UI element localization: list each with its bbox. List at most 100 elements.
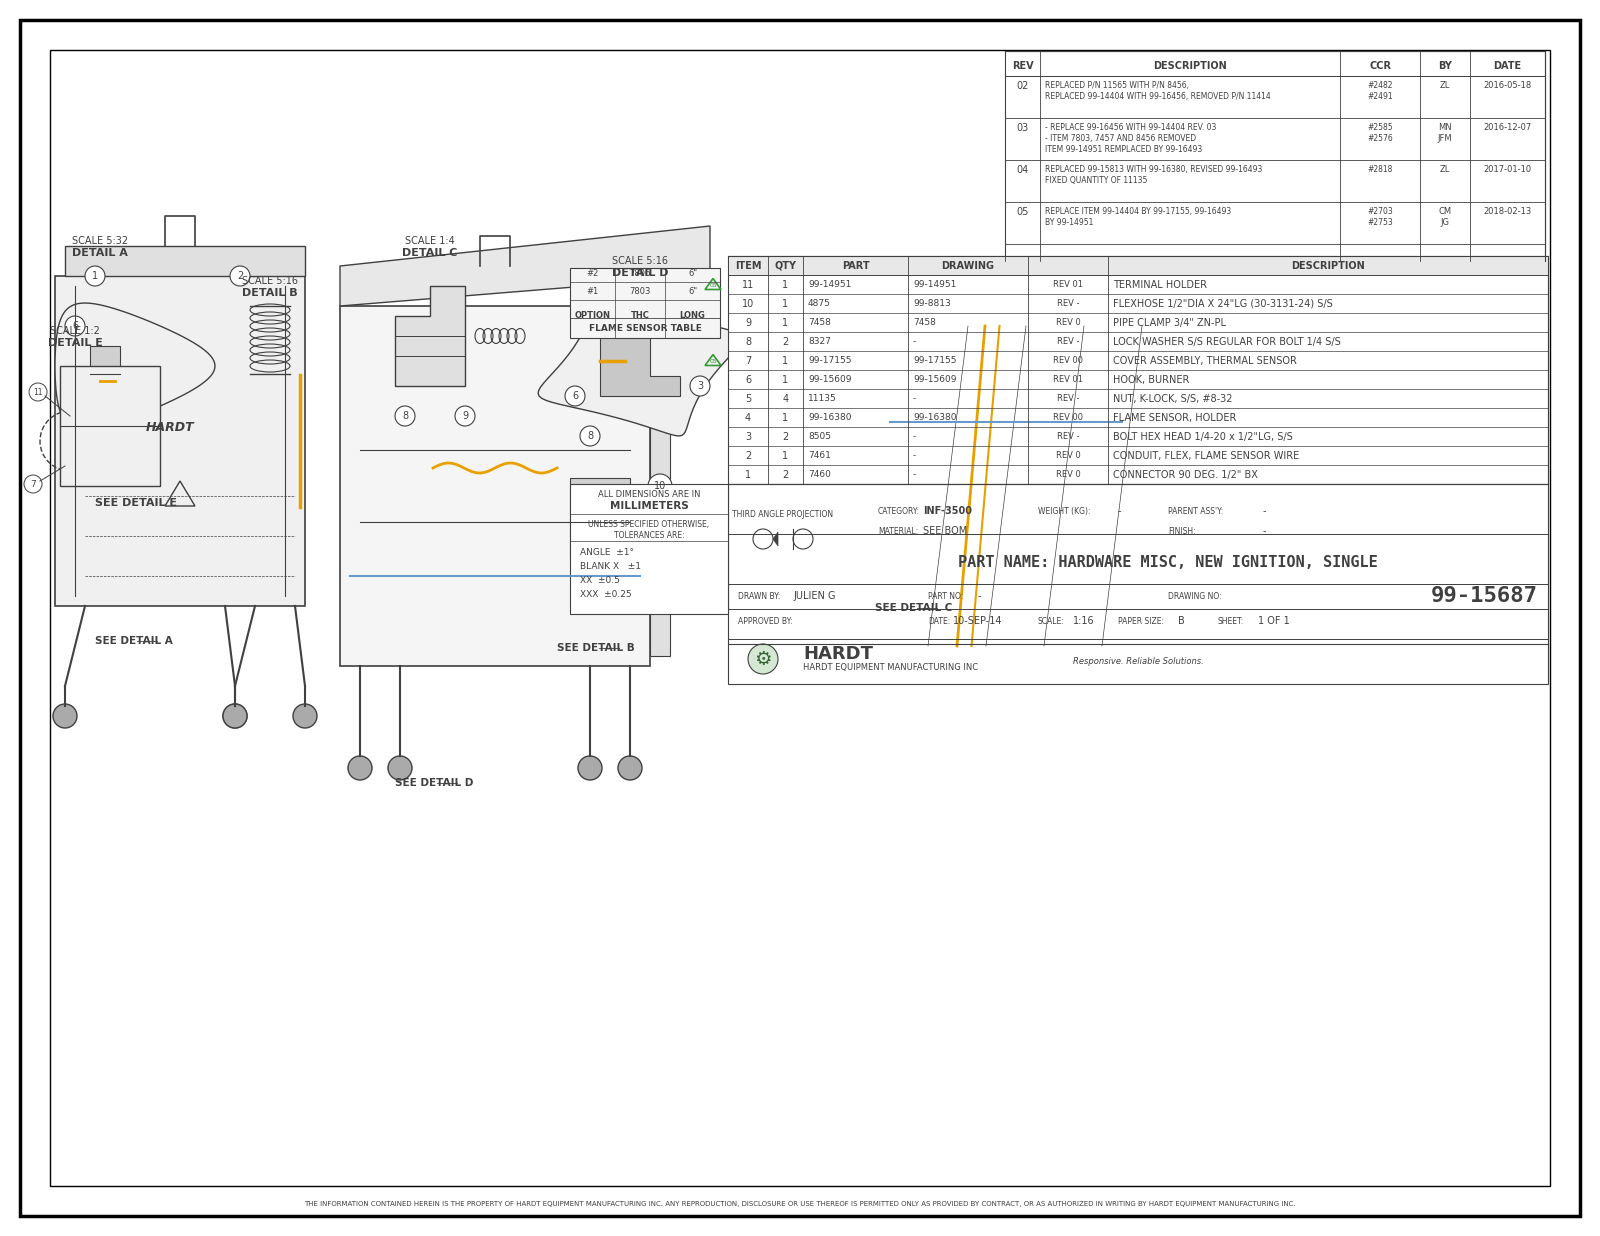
- Circle shape: [454, 405, 475, 426]
- Bar: [61, 366, 160, 486]
- Text: 7803: 7803: [629, 287, 651, 295]
- Text: 1: 1: [782, 375, 789, 384]
- Text: 05: 05: [1016, 208, 1029, 218]
- Text: LOCK WASHER S/S REGULAR FOR BOLT 1/4 S/S: LOCK WASHER S/S REGULAR FOR BOLT 1/4 S/S: [1114, 336, 1341, 346]
- Text: REV -: REV -: [1056, 299, 1080, 308]
- Text: 2018-02-13: 2018-02-13: [1483, 208, 1531, 216]
- Text: 7461: 7461: [808, 451, 830, 460]
- Text: PART NAME: HARDWARE MISC, NEW IGNITION, SINGLE: PART NAME: HARDWARE MISC, NEW IGNITION, …: [958, 555, 1378, 570]
- Text: #2818: #2818: [1368, 166, 1392, 174]
- Polygon shape: [850, 646, 1160, 671]
- Text: DETAIL A: DETAIL A: [72, 248, 128, 258]
- Text: CCR: CCR: [1370, 61, 1390, 70]
- Text: ITEM 99-14951 REMPLACED BY 99-16493: ITEM 99-14951 REMPLACED BY 99-16493: [1045, 145, 1202, 154]
- Text: SHEET:: SHEET:: [1218, 617, 1245, 625]
- Text: 99-14951: 99-14951: [914, 281, 957, 289]
- Text: BOLT HEX HEAD 1/4-20 x 1/2"LG, S/S: BOLT HEX HEAD 1/4-20 x 1/2"LG, S/S: [1114, 431, 1293, 441]
- Text: SEE DETAIL E: SEE DETAIL E: [94, 498, 178, 508]
- Text: 7458: 7458: [914, 318, 936, 328]
- Polygon shape: [538, 297, 742, 436]
- Text: 11: 11: [742, 279, 754, 289]
- Text: 6: 6: [746, 375, 750, 384]
- Text: -: -: [978, 591, 981, 601]
- Text: 99-16380: 99-16380: [914, 413, 957, 421]
- Text: 4: 4: [746, 413, 750, 423]
- Bar: [650, 316, 670, 656]
- Text: 99-15609: 99-15609: [808, 375, 851, 384]
- Text: FIXED QUANTITY OF 11135: FIXED QUANTITY OF 11135: [1045, 177, 1147, 185]
- Text: REPLACED 99-15813 WITH 99-16380, REVISED 99-16493: REPLACED 99-15813 WITH 99-16380, REVISED…: [1045, 166, 1262, 174]
- Text: 99-16380: 99-16380: [808, 413, 851, 421]
- Circle shape: [222, 705, 246, 728]
- Text: 2: 2: [237, 271, 243, 281]
- Text: 2: 2: [782, 431, 789, 441]
- Text: REV 0: REV 0: [1056, 451, 1080, 460]
- Text: 7: 7: [30, 480, 35, 488]
- Text: MILLIMETERS: MILLIMETERS: [610, 501, 688, 510]
- Text: 2016-05-18: 2016-05-18: [1483, 82, 1531, 90]
- Text: ZL: ZL: [1440, 82, 1450, 90]
- Circle shape: [85, 266, 106, 286]
- Text: HOOK, BURNER: HOOK, BURNER: [1114, 375, 1189, 384]
- Text: ZL: ZL: [1440, 166, 1450, 174]
- Text: ITEM: ITEM: [734, 261, 762, 271]
- Text: PAPER SIZE:: PAPER SIZE:: [1118, 617, 1165, 625]
- Text: DETAIL C: DETAIL C: [402, 248, 458, 258]
- Text: REPLACED P/N 11565 WITH P/N 8456,: REPLACED P/N 11565 WITH P/N 8456,: [1045, 82, 1189, 90]
- Text: -: -: [914, 470, 917, 480]
- Circle shape: [222, 705, 246, 728]
- Text: ALL DIMENSIONS ARE IN: ALL DIMENSIONS ARE IN: [598, 489, 701, 498]
- Text: 1: 1: [91, 271, 98, 281]
- Text: 04: 04: [1016, 166, 1029, 176]
- Text: 02: 02: [1016, 82, 1029, 91]
- Text: DATE: DATE: [1493, 61, 1522, 70]
- Text: ⚙: ⚙: [754, 649, 771, 669]
- Text: BY 99-14951: BY 99-14951: [1045, 219, 1093, 227]
- Text: REPLACE ITEM 99-14404 BY 99-17155, 99-16493: REPLACE ITEM 99-14404 BY 99-17155, 99-16…: [1045, 208, 1232, 216]
- Text: #2576: #2576: [1366, 135, 1394, 143]
- Text: THIRD ANGLE PROJECTION: THIRD ANGLE PROJECTION: [733, 509, 834, 518]
- Text: PARENT ASS'Y:: PARENT ASS'Y:: [1168, 507, 1224, 515]
- Text: 8327: 8327: [808, 337, 830, 346]
- Text: #2753: #2753: [1366, 219, 1394, 227]
- Circle shape: [395, 405, 414, 426]
- Text: REV 0: REV 0: [1056, 318, 1080, 328]
- Text: #1: #1: [586, 287, 598, 295]
- Text: 6: 6: [72, 321, 78, 331]
- Polygon shape: [341, 226, 710, 307]
- Text: -: -: [914, 451, 917, 460]
- Text: 1: 1: [782, 279, 789, 289]
- Text: OPTION: OPTION: [574, 311, 611, 320]
- Text: CONDUIT, FLEX, FLAME SENSOR WIRE: CONDUIT, FLEX, FLAME SENSOR WIRE: [1114, 450, 1299, 461]
- Text: REV 00: REV 00: [1053, 356, 1083, 365]
- Text: PIPE CLAMP 3/4" ZN-PL: PIPE CLAMP 3/4" ZN-PL: [1114, 318, 1226, 328]
- Text: MN: MN: [1438, 124, 1451, 132]
- Polygon shape: [54, 303, 214, 429]
- Text: REV 01: REV 01: [1053, 281, 1083, 289]
- Text: REV: REV: [1011, 61, 1034, 70]
- Text: 11: 11: [34, 388, 43, 397]
- Circle shape: [29, 383, 46, 400]
- Text: QTY: QTY: [774, 261, 797, 271]
- Text: 3: 3: [746, 431, 750, 441]
- Text: SCALE 1:2: SCALE 1:2: [50, 326, 99, 336]
- Text: 9: 9: [462, 412, 469, 421]
- Text: 99-15687: 99-15687: [1430, 586, 1538, 606]
- Text: 8: 8: [402, 412, 408, 421]
- Bar: [570, 268, 720, 337]
- Text: BLANK X   ±1: BLANK X ±1: [581, 561, 642, 571]
- Text: - REPLACE 99-16456 WITH 99-14404 REV. 03: - REPLACE 99-16456 WITH 99-14404 REV. 03: [1045, 124, 1216, 132]
- Text: REPLACED 99-14404 WITH 99-16456, REMOVED P/N 11414: REPLACED 99-14404 WITH 99-16456, REMOVED…: [1045, 93, 1270, 101]
- Text: 7806: 7806: [629, 269, 651, 278]
- Bar: [66, 246, 306, 276]
- Text: 1:16: 1:16: [1074, 616, 1094, 625]
- Text: REV 0: REV 0: [1056, 470, 1080, 480]
- Text: DESCRIPTION: DESCRIPTION: [1154, 61, 1227, 70]
- Text: CONNECTOR 90 DEG. 1/2" BX: CONNECTOR 90 DEG. 1/2" BX: [1114, 470, 1258, 480]
- Text: 2: 2: [782, 470, 789, 480]
- Text: 6": 6": [688, 287, 698, 295]
- Text: -: -: [914, 394, 917, 403]
- Text: DATE:: DATE:: [928, 617, 950, 625]
- Text: 99-14951: 99-14951: [808, 281, 851, 289]
- Text: HARDT: HARDT: [803, 645, 874, 662]
